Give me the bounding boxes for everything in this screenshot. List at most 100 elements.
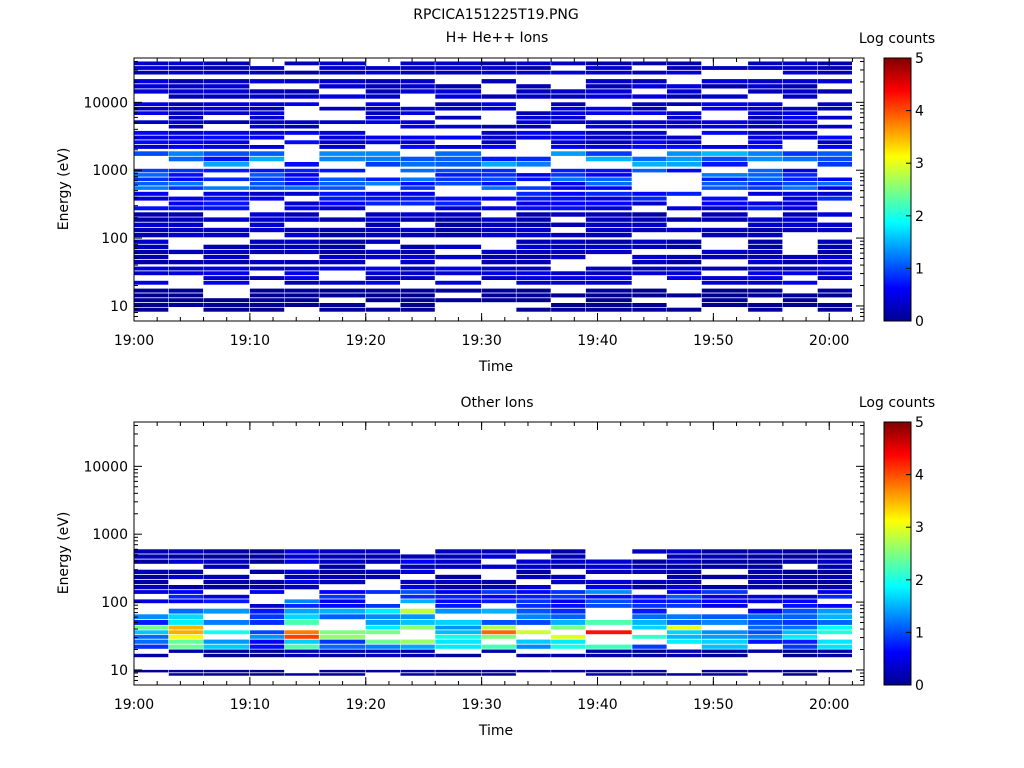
heatmap-cell xyxy=(748,173,783,177)
heatmap-cell xyxy=(632,84,667,89)
heatmap-cell xyxy=(435,206,482,211)
heatmap-cell xyxy=(817,288,852,293)
colorbar-tick-label: 0 xyxy=(915,314,924,330)
heatmap-cell xyxy=(134,620,169,625)
heatmap-cell xyxy=(435,168,482,173)
heatmap-cell xyxy=(284,569,319,574)
heatmap-cell xyxy=(400,260,435,265)
heatmap-cell xyxy=(782,599,818,604)
heatmap-cell xyxy=(400,181,435,186)
heatmap-cell xyxy=(701,673,748,676)
heatmap-cell xyxy=(632,212,667,217)
heatmap-cell xyxy=(701,298,748,303)
heatmap-cell xyxy=(667,156,702,162)
panel-title: Other Ions xyxy=(460,395,533,411)
heatmap-cell xyxy=(365,620,400,625)
heatmap-cell xyxy=(400,307,435,312)
heatmap-cell xyxy=(516,111,551,115)
heatmap-cell xyxy=(481,254,516,260)
heatmap-cell xyxy=(516,669,551,673)
heatmap-cell xyxy=(249,244,285,249)
heatmap-cell xyxy=(249,168,285,173)
heatmap-cell xyxy=(168,66,204,70)
heatmap-cell xyxy=(319,140,366,145)
heatmap-cell xyxy=(365,569,400,574)
heatmap-cell xyxy=(632,569,667,574)
heatmap-cell xyxy=(585,70,632,75)
heatmap-cell xyxy=(435,61,482,66)
heatmap-cell xyxy=(400,140,435,145)
heatmap-cell xyxy=(400,145,435,149)
heatmap-cell xyxy=(516,244,551,249)
heatmap-cell xyxy=(319,145,366,149)
heatmap-cell xyxy=(817,135,852,140)
heatmap-cell xyxy=(249,614,285,620)
heatmap-cell xyxy=(782,266,818,271)
heatmap-cell xyxy=(551,554,586,559)
heatmap-cell xyxy=(667,227,702,233)
heatmap-cell xyxy=(134,111,169,115)
heatmap-cell xyxy=(319,673,366,676)
heatmap-cell xyxy=(400,106,435,111)
heatmap-cell xyxy=(632,162,667,167)
heatmap-cell xyxy=(400,168,435,173)
heatmap-cell xyxy=(585,298,632,303)
heatmap-cell xyxy=(134,303,169,307)
heatmap-cell xyxy=(168,89,204,94)
heatmap-cell xyxy=(134,298,169,303)
plot-frame xyxy=(133,421,865,686)
heatmap-cell xyxy=(319,559,366,564)
heatmap-cell xyxy=(134,135,169,140)
heatmap-cell xyxy=(249,111,285,115)
heatmap-cell xyxy=(748,201,783,206)
heatmap-cell xyxy=(134,669,169,673)
heatmap-cell xyxy=(585,227,632,233)
heatmap-cell xyxy=(249,669,285,673)
heatmap-cell xyxy=(134,217,169,222)
heatmap-cell xyxy=(400,298,435,303)
heatmap-cell xyxy=(516,266,551,271)
heatmap-cell xyxy=(817,639,852,644)
heatmap-cell xyxy=(551,168,586,173)
heatmap-cell xyxy=(435,212,482,217)
x-tick-label: 19:30 xyxy=(461,697,501,713)
heatmap-cell xyxy=(748,625,783,630)
y-axis-label: Energy (eV) xyxy=(56,512,72,595)
heatmap-cell xyxy=(319,84,366,89)
heatmap-cell xyxy=(667,594,702,599)
heatmap-cell xyxy=(284,227,319,233)
heatmap-cell xyxy=(203,254,250,260)
heatmap-cell xyxy=(551,120,586,124)
heatmap-cell xyxy=(481,106,516,111)
heatmap-cell xyxy=(817,124,852,129)
heatmap-cell xyxy=(516,604,551,608)
heatmap-cell xyxy=(701,217,748,222)
heatmap-cell xyxy=(632,239,667,244)
heatmap-cell xyxy=(365,649,400,653)
heatmap-cell xyxy=(284,614,319,620)
heatmap-cell xyxy=(249,151,285,156)
heatmap-cell xyxy=(817,614,852,620)
heatmap-cell xyxy=(319,206,366,211)
heatmap-cell xyxy=(284,201,319,206)
heatmap-cell xyxy=(203,249,250,255)
heatmap-cell xyxy=(365,604,400,608)
heatmap-cell xyxy=(319,649,366,653)
heatmap-cell xyxy=(168,549,204,554)
heatmap-cell xyxy=(585,232,632,238)
heatmap-cell xyxy=(748,594,783,599)
heatmap-cell xyxy=(203,106,250,111)
heatmap-cell xyxy=(319,217,366,222)
heatmap-cell xyxy=(134,590,169,594)
heatmap-cell xyxy=(365,111,400,115)
heatmap-cell xyxy=(249,549,285,554)
heatmap-cell xyxy=(667,559,702,564)
heatmap-cell xyxy=(319,260,366,265)
heatmap-cell xyxy=(400,620,435,625)
heatmap-cell xyxy=(365,590,400,594)
heatmap-cell xyxy=(319,594,366,599)
heatmap-cell xyxy=(435,135,482,140)
heatmap-cell xyxy=(701,280,748,285)
heatmap-cell xyxy=(319,653,366,658)
heatmap-cell xyxy=(284,162,319,167)
